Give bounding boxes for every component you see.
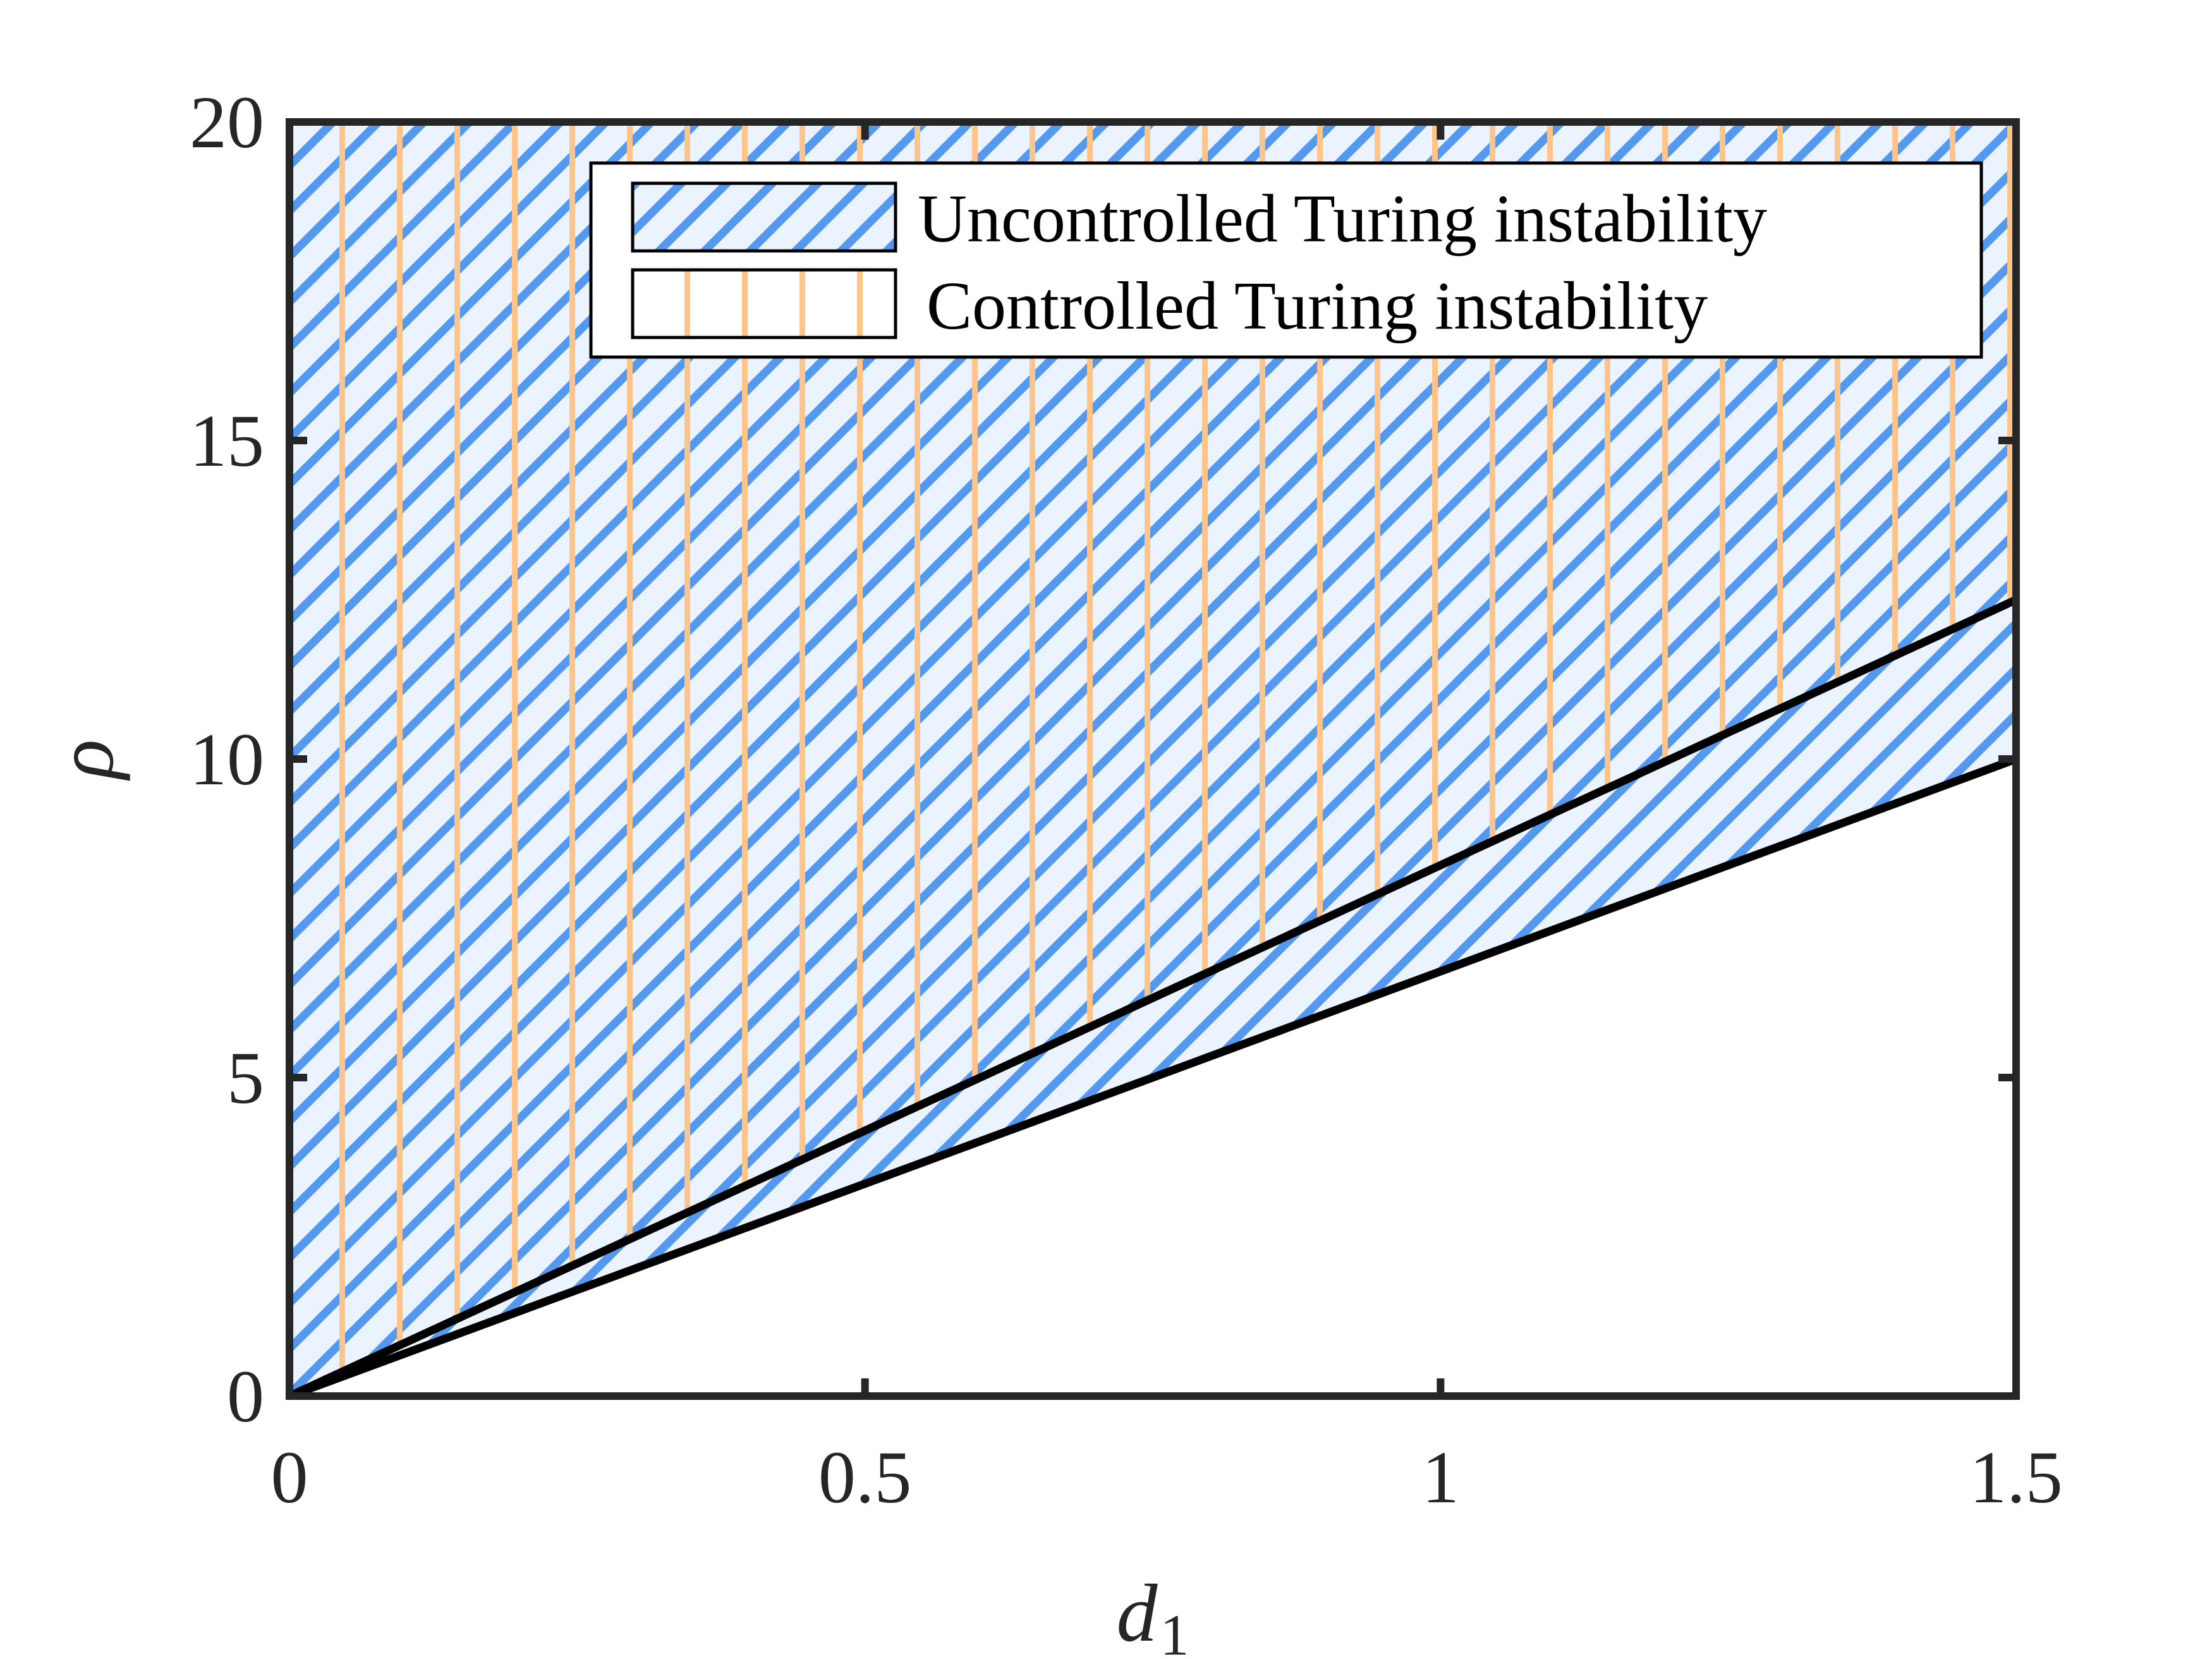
x-tick-label: 1 xyxy=(1422,1436,1459,1519)
plot-area xyxy=(289,122,2016,1396)
x-tick-label: 0 xyxy=(271,1436,308,1519)
y-tick-label: 5 xyxy=(227,1036,264,1119)
x-axis-label: d1 xyxy=(1117,1568,1189,1659)
y-tick-label: 15 xyxy=(190,399,264,482)
legend-swatch-controlled xyxy=(631,268,897,339)
x-tick-label: 0.5 xyxy=(818,1436,912,1519)
x-axis-label-main: d xyxy=(1117,1568,1158,1659)
legend-label-controlled: Controlled Turing instability xyxy=(927,269,1708,344)
boundary-line-controlled xyxy=(289,596,2016,1396)
boundary-line-uncontrolled xyxy=(289,755,2016,1396)
legend: Uncontrolled Turing instability Controll… xyxy=(589,161,1983,359)
x-tick-label: 1.5 xyxy=(1969,1436,2063,1519)
y-axis-label: ρ xyxy=(40,739,131,781)
x-axis-label-subscript: 1 xyxy=(1160,1603,1189,1659)
y-tick-label: 10 xyxy=(190,718,264,801)
legend-swatch-uncontrolled xyxy=(631,181,897,253)
legend-label-uncontrolled: Uncontrolled Turing instability xyxy=(918,181,1767,257)
y-tick-label: 0 xyxy=(227,1355,264,1438)
region-controlled-turing xyxy=(289,122,2016,1396)
x-axis-ticks: 0 0.5 1 1.5 xyxy=(271,122,2063,1519)
y-axis-ticks: 0 5 10 15 20 xyxy=(190,81,2016,1438)
y-tick-label: 20 xyxy=(190,81,264,164)
